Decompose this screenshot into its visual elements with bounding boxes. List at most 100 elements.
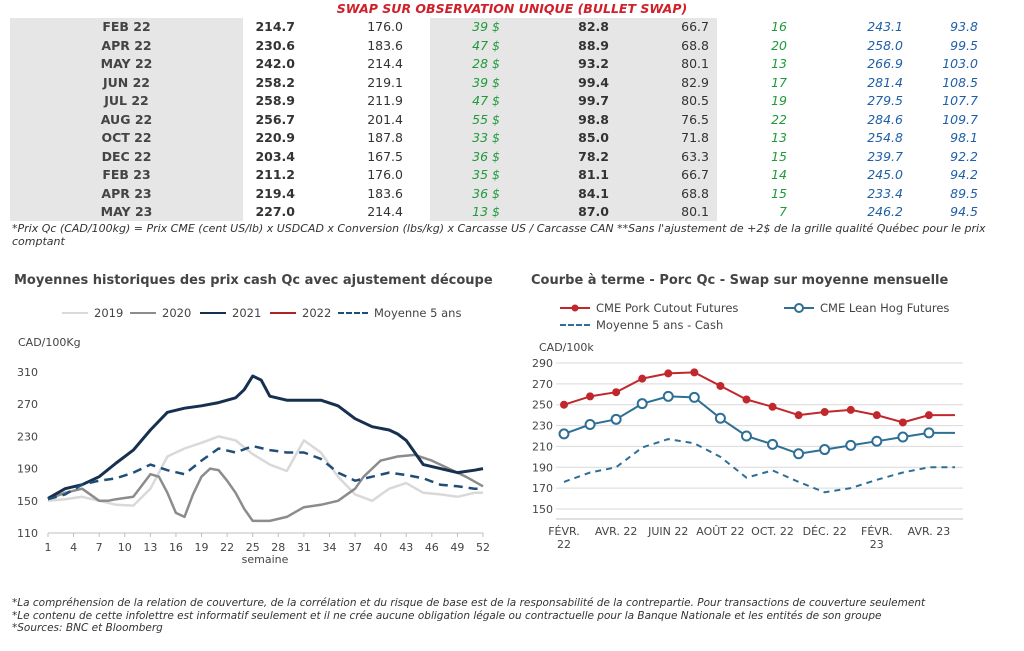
- row-value-cell: 36 $: [472, 185, 500, 201]
- x-tick-label: 13: [143, 541, 157, 554]
- x-tick-label: 4: [70, 541, 77, 554]
- y-tick-label: 190: [532, 461, 553, 474]
- table-row: FEB 23 211.2 176.0 35 $ 81.1 66.7 14 245.0 94.2: [10, 166, 1014, 185]
- row-value-cell: 167.5: [367, 148, 403, 164]
- row-value-cell: 243.1: [867, 19, 903, 34]
- x-tick-label-line2: 22: [557, 538, 571, 551]
- x-tick-label: 1: [45, 541, 52, 554]
- x-tick-label: 49: [450, 541, 464, 554]
- legend-item-2021: 2021: [200, 306, 261, 320]
- row-value-cell: 22: [771, 111, 787, 127]
- row-value-cell: 279.5: [867, 93, 903, 108]
- row-value-cell: 19: [771, 93, 787, 108]
- legend-item-pork-cutout: CME Pork Cutout Futures: [560, 301, 738, 315]
- row-month-cell: JUL 22: [104, 93, 149, 108]
- row-value-cell: 82.9: [681, 74, 709, 90]
- x-tick-label: 7: [96, 541, 103, 554]
- series-line-2019: [47, 435, 483, 507]
- row-value-cell: 17: [771, 74, 787, 90]
- series-point-cme-pork-cutout-futures: [898, 418, 907, 427]
- row-value-cell: 81.1: [578, 167, 609, 182]
- table-row: APR 23 219.4 183.6 36 $ 84.1 68.8 15 233.4 89.5: [10, 185, 1014, 204]
- row-value-cell: 68.8: [681, 185, 709, 201]
- row-value-cell: 39 $: [472, 19, 500, 34]
- series-line-cme-lean-hog-futures: [563, 395, 955, 455]
- row-value-cell: 201.4: [367, 111, 403, 127]
- series-point-cme-lean-hog-futures: [845, 439, 857, 451]
- legend-swatch-lean-hog: [784, 303, 814, 313]
- row-value-cell: 35 $: [472, 167, 500, 182]
- row-value-cell: 92.2: [950, 148, 978, 164]
- y-tick-label: 170: [532, 482, 553, 495]
- row-value-cell: 15: [771, 148, 787, 164]
- x-tick-label: OCT. 22: [751, 525, 794, 538]
- x-tick-label: 28: [271, 541, 285, 554]
- left-chart-legend: 2019 2020 2021 2022 Moyenne 5 ans: [0, 300, 512, 330]
- table-band-month: [10, 18, 243, 221]
- row-value-cell: 258.0: [867, 37, 903, 53]
- table-row: JUN 22 258.2 219.1 39 $ 99.4 82.9 17 281.4 108.5: [10, 74, 1014, 93]
- legend-swatch-2021: [200, 312, 226, 314]
- row-value-cell: 98.8: [578, 111, 609, 127]
- legend-label-moyenne-cash: Moyenne 5 ans - Cash: [596, 318, 724, 332]
- row-value-cell: 176.0: [367, 167, 403, 182]
- row-value-cell: 246.2: [867, 204, 903, 219]
- table-band-right: [527, 18, 717, 221]
- row-value-cell: 78.2: [578, 148, 609, 164]
- row-value-cell: 20: [771, 37, 787, 53]
- x-axis-label: semaine: [242, 553, 289, 566]
- x-tick-label: 25: [246, 541, 260, 554]
- row-value-cell: 99.5: [950, 37, 978, 53]
- row-value-cell: 211.9: [367, 93, 403, 108]
- row-value-cell: 66.7: [681, 167, 709, 182]
- x-tick-label: 31: [297, 541, 311, 554]
- row-value-cell: 254.8: [867, 130, 903, 145]
- series-point-cme-pork-cutout-futures: [924, 411, 933, 420]
- series-line-cme-pork-cutout-futures: [563, 371, 955, 424]
- x-tick-label: AVR. 22: [595, 525, 638, 538]
- row-value-cell: 93.2: [578, 56, 609, 71]
- row-value-cell: 99.7: [578, 93, 609, 108]
- legend-label-lean-hog: CME Lean Hog Futures: [820, 301, 950, 315]
- legend-item-2022: 2022: [270, 306, 331, 320]
- series-line-moyenne-5-ans: [47, 444, 483, 501]
- legend-swatch-2020: [130, 312, 156, 314]
- x-tick-label: 43: [399, 541, 413, 554]
- legend-label-moyenne-5-ans: Moyenne 5 ans: [374, 306, 462, 320]
- series-point-cme-pork-cutout-futures: [690, 368, 699, 377]
- series-point-cme-lean-hog-futures: [819, 444, 831, 456]
- row-value-cell: 266.9: [867, 56, 903, 71]
- series-line-2021: [47, 374, 484, 500]
- x-tick-label: JUIN 22: [647, 525, 688, 538]
- y-tick-label: 310: [17, 366, 38, 379]
- row-value-cell: 13 $: [472, 204, 500, 219]
- row-value-cell: 63.3: [681, 148, 709, 164]
- row-value-cell: 245.0: [867, 167, 903, 182]
- series-point-cme-lean-hog-futures: [584, 419, 596, 431]
- row-value-cell: 36 $: [472, 148, 500, 164]
- series-point-cme-pork-cutout-futures: [664, 369, 673, 378]
- table-row: MAY 22 242.0 214.4 28 $ 93.2 80.1 13 266.9 103.0: [10, 55, 1014, 74]
- legend-item-moyenne-5-ans: Moyenne 5 ans: [338, 306, 461, 320]
- table-row: FEB 22 214.7 176.0 39 $ 82.8 66.7 16 243.1 93.8: [10, 18, 1014, 37]
- y-tick-label: 230: [17, 430, 38, 443]
- row-value-cell: 7: [779, 204, 787, 219]
- legend-label-2020: 2020: [162, 306, 192, 320]
- series-point-cme-pork-cutout-futures: [586, 392, 595, 401]
- row-value-cell: 16: [771, 19, 787, 34]
- row-value-cell: 55 $: [472, 111, 500, 127]
- row-value-cell: 284.6: [867, 111, 903, 127]
- row-value-cell: 39 $: [472, 74, 500, 90]
- legend-swatch-pork-cutout: [560, 304, 590, 312]
- y-tick-label: 190: [17, 463, 38, 476]
- y-tick-label: 270: [532, 378, 553, 391]
- row-value-cell: 82.8: [578, 19, 609, 34]
- y-tick-label: 250: [532, 399, 553, 412]
- row-value-cell: 85.0: [578, 130, 609, 145]
- row-value-cell: 107.7: [942, 93, 978, 108]
- row-value-cell: 219.4: [255, 185, 295, 201]
- row-value-cell: 258.2: [255, 74, 295, 90]
- x-tick-label: 10: [118, 541, 132, 554]
- x-tick-label: 40: [374, 541, 388, 554]
- footnotes: *La compréhension de la relation de couv…: [12, 597, 1012, 635]
